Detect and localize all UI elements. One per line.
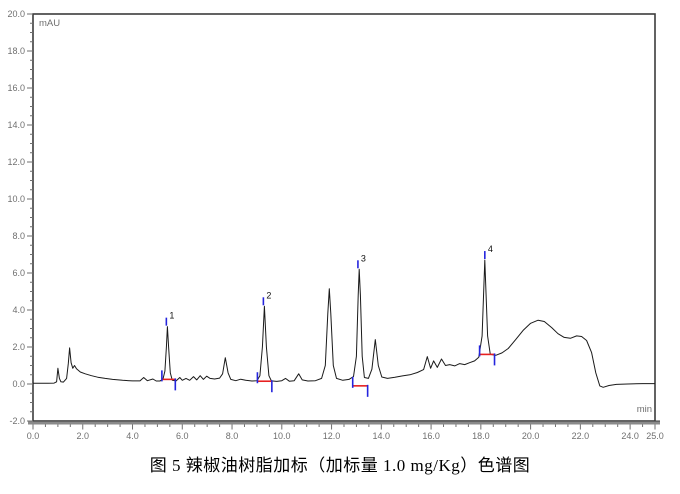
y-axis-tick-label: 0.0 bbox=[12, 379, 25, 389]
x-axis-tick-label: 8.0 bbox=[226, 431, 239, 441]
y-axis-tick-label: 6.0 bbox=[12, 268, 25, 278]
x-axis-unit-label: min bbox=[637, 404, 652, 415]
x-axis-tick-label: 2.0 bbox=[77, 431, 90, 441]
x-axis-bar bbox=[28, 421, 660, 425]
peak-number-label: 4 bbox=[488, 244, 493, 254]
chromatogram-trace-group bbox=[33, 259, 655, 388]
plot-border bbox=[32, 13, 656, 422]
x-axis-tick-label: 22.0 bbox=[572, 431, 590, 441]
x-axis-tick-label: 0.0 bbox=[27, 431, 40, 441]
x-axis-tick-label: 6.0 bbox=[176, 431, 189, 441]
y-axis-unit-label: mAU bbox=[39, 18, 60, 29]
x-axis-tick-label: 25.0 bbox=[646, 431, 664, 441]
y-axis-tick-label: 8.0 bbox=[12, 231, 25, 241]
y-axis-tick-label: 4.0 bbox=[12, 305, 25, 315]
y-axis-tick-label: 10.0 bbox=[7, 194, 25, 204]
y-axis-tick-label: 2.0 bbox=[12, 342, 25, 352]
axis-ticks: -2.00.02.04.06.08.010.012.014.016.018.02… bbox=[7, 9, 663, 441]
x-axis-tick-label: 24.0 bbox=[621, 431, 639, 441]
x-axis-tick-label: 12.0 bbox=[323, 431, 341, 441]
figure-caption: 图 5 辣椒油树脂加标（加标量 1.0 mg/Kg）色谱图 bbox=[149, 456, 531, 475]
x-axis-tick-label: 4.0 bbox=[126, 431, 139, 441]
peak-number-label: 3 bbox=[361, 253, 366, 263]
x-axis-tick-label: 18.0 bbox=[472, 431, 490, 441]
plot-frame bbox=[28, 13, 660, 425]
peak-markers-group: 1 2 3 4 bbox=[161, 244, 496, 397]
x-axis-tick-label: 10.0 bbox=[273, 431, 291, 441]
chromatogram-svg: -2.00.02.04.06.08.010.012.014.016.018.02… bbox=[7, 9, 663, 441]
y-axis-tick-label: 12.0 bbox=[7, 157, 25, 167]
peak-number-label: 1 bbox=[169, 311, 174, 321]
y-axis-tick-label: 18.0 bbox=[7, 46, 25, 56]
peak-number-label: 2 bbox=[266, 290, 271, 300]
chromatogram-trace bbox=[33, 259, 655, 388]
y-axis-tick-label: 16.0 bbox=[7, 83, 25, 93]
chromatogram-chart: -2.0 0.0 2.0 4.0 6.0 8.0 10.0 12.0 14.0 16.0 18.0 2… bbox=[7, 9, 663, 441]
x-axis-tick-label: 16.0 bbox=[422, 431, 440, 441]
y-axis-tick-label: 20.0 bbox=[7, 9, 25, 19]
x-axis-tick-label: 14.0 bbox=[373, 431, 391, 441]
y-axis-tick-label: -2.0 bbox=[9, 416, 25, 426]
y-axis-tick-label: 14.0 bbox=[7, 120, 25, 130]
x-axis-tick-label: 20.0 bbox=[522, 431, 540, 441]
